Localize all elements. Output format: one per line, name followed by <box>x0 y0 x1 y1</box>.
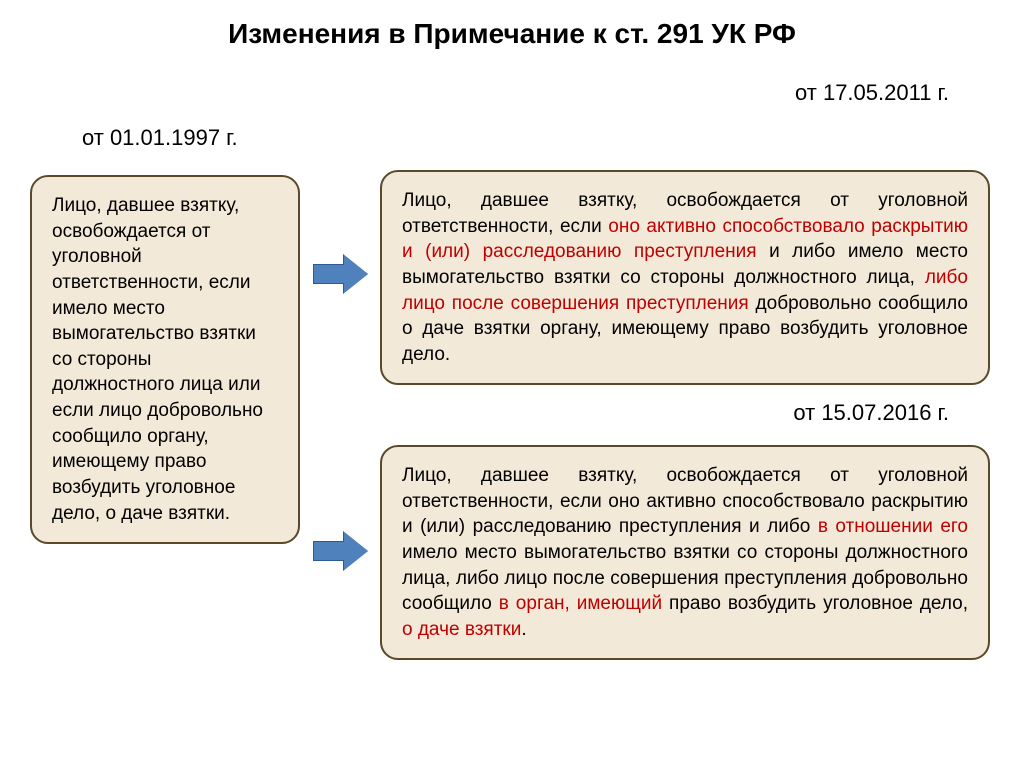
box-2016-r2: в орган, имеющий <box>499 593 662 614</box>
box-2016-t3: право возбудить уголовное дело, <box>662 593 968 614</box>
box-1997-text: Лицо, давшее взятку, освобождается от уг… <box>52 195 263 524</box>
date-1997: от 01.01.1997 г. <box>82 125 238 151</box>
date-2016: от 15.07.2016 г. <box>793 400 949 426</box>
box-2016: Лицо, давшее взятку, освобождается от уг… <box>380 445 990 660</box>
date-2011: от 17.05.2011 г. <box>795 80 949 106</box>
arrow-right-icon <box>313 532 368 570</box>
page-title: Изменения в Примечание к ст. 291 УК РФ <box>0 18 1024 50</box>
box-2016-t4: . <box>521 619 526 640</box>
box-1997: Лицо, давшее взятку, освобождается от уг… <box>30 175 300 544</box>
box-2011: Лицо, давшее взятку, освобождается от уг… <box>380 170 990 385</box>
box-2016-r1: в отношении его <box>818 516 968 537</box>
box-2016-r3: о даче взятки <box>402 619 521 640</box>
arrow-right-icon <box>313 255 368 293</box>
